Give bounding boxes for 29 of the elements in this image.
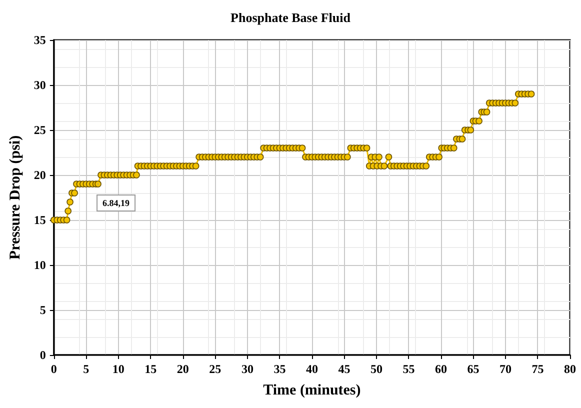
x-tick-label: 5 bbox=[83, 362, 90, 376]
y-tick-label: 15 bbox=[34, 213, 46, 227]
x-tick-label: 60 bbox=[434, 362, 447, 376]
y-tick-label: 5 bbox=[40, 303, 46, 317]
x-tick-label: 15 bbox=[144, 362, 157, 376]
x-tick-label: 10 bbox=[112, 362, 124, 376]
y-tick-label: 0 bbox=[40, 348, 46, 362]
y-tick-label: 20 bbox=[34, 168, 46, 182]
y-tick-label: 10 bbox=[34, 258, 46, 272]
x-axis-title: Time (minutes) bbox=[263, 382, 361, 398]
x-tick-label: 70 bbox=[499, 362, 512, 376]
y-tick-label: 35 bbox=[34, 33, 46, 47]
chart-title: Phosphate Base Fluid bbox=[230, 10, 352, 25]
x-tick-label: 20 bbox=[176, 362, 189, 376]
x-tick-label: 45 bbox=[338, 362, 350, 376]
x-tick-label: 35 bbox=[274, 362, 286, 376]
annotation: 6.84,19 bbox=[102, 198, 130, 208]
y-tick-label: 30 bbox=[34, 78, 46, 92]
y-axis-title: Pressure Drop (psi) bbox=[8, 135, 24, 260]
x-tick-label: 25 bbox=[209, 362, 222, 376]
x-tick-label: 40 bbox=[306, 362, 318, 376]
x-tick-label: 65 bbox=[467, 362, 480, 376]
x-tick-label: 80 bbox=[564, 362, 576, 376]
x-tick-label: 30 bbox=[241, 362, 254, 376]
x-tick-label: 75 bbox=[532, 362, 544, 376]
x-tick-label: 55 bbox=[402, 362, 415, 376]
x-tick-label: 0 bbox=[50, 362, 57, 376]
x-tick-label: 50 bbox=[370, 362, 382, 376]
y-tick-label: 25 bbox=[34, 123, 46, 137]
